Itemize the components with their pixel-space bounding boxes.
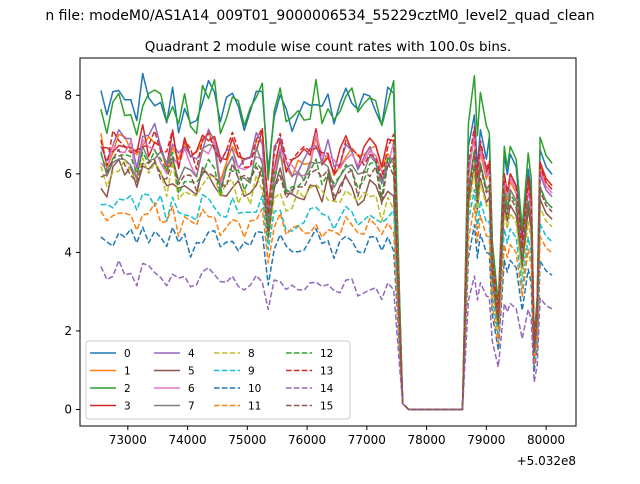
x-tick-label: 75000 — [228, 433, 266, 447]
legend-label-12: 12 — [320, 348, 333, 360]
legend-label-0: 0 — [124, 348, 131, 360]
chart-title: Quadrant 2 module wise count rates with … — [145, 39, 511, 55]
x-tick-label: 74000 — [168, 433, 206, 447]
legend-label-9: 9 — [248, 366, 255, 378]
legend-label-15: 15 — [320, 401, 333, 413]
legend-label-14: 14 — [320, 383, 334, 395]
series-line-15 — [100, 148, 553, 411]
x-tick-label: 80000 — [527, 433, 565, 447]
legend-label-2: 2 — [124, 383, 131, 395]
legend-label-1: 1 — [124, 366, 131, 378]
x-axis: 73000 74000 75000 76000 77000 78000 79000 80000 — [109, 426, 565, 447]
legend-label-3: 3 — [124, 401, 131, 413]
series-line-11 — [100, 202, 553, 411]
legend-label-10: 10 — [248, 383, 261, 395]
x-axis-offset-text: +5.032e8 — [517, 454, 576, 468]
x-tick-label: 73000 — [109, 433, 147, 447]
series-line-12 — [100, 149, 553, 411]
x-tick-label: 76000 — [288, 433, 326, 447]
x-tick-label: 77000 — [348, 433, 386, 447]
series-line-10 — [100, 224, 553, 411]
figure-suptitle: n file: modeM0/AS1A14_009T01_9000006534_… — [45, 8, 594, 24]
legend-label-7: 7 — [188, 401, 195, 413]
x-tick-label: 79000 — [467, 433, 505, 447]
plot-area — [100, 72, 553, 411]
legend-label-4: 4 — [188, 348, 195, 360]
y-tick-label: 0 — [64, 403, 72, 417]
series-line-9 — [100, 188, 553, 411]
x-tick-label: 78000 — [408, 433, 446, 447]
y-tick-label: 8 — [64, 88, 72, 102]
legend-label-8: 8 — [248, 348, 255, 360]
axes-frame — [79, 57, 577, 427]
y-tick-label: 2 — [64, 324, 72, 338]
legend-label-5: 5 — [188, 366, 195, 378]
series-line-13 — [100, 125, 553, 411]
series-line-14 — [100, 259, 553, 411]
y-axis: 0 2 4 6 8 — [64, 88, 80, 417]
legend-label-13: 13 — [320, 366, 333, 378]
legend-box — [85, 340, 351, 420]
legend-label-6: 6 — [188, 383, 195, 395]
y-tick-label: 4 — [64, 245, 72, 259]
y-tick-label: 6 — [64, 167, 72, 181]
series-line-2 — [100, 74, 553, 411]
legend-label-11: 11 — [248, 401, 261, 413]
series-line-8 — [100, 157, 553, 411]
